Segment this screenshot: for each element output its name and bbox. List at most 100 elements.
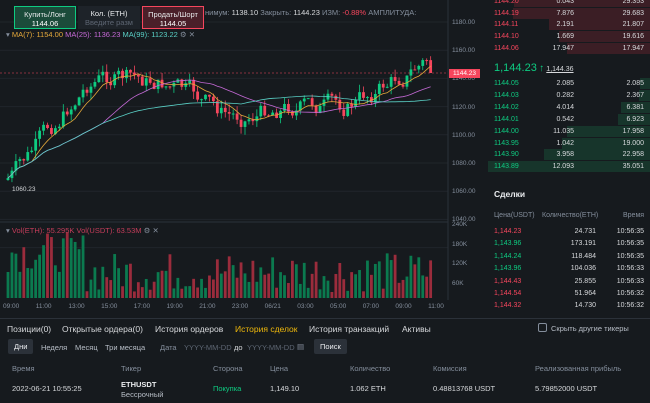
volume-bar (298, 283, 302, 298)
hide-tickers-checkbox[interactable] (538, 323, 547, 332)
tab-0[interactable]: Позиции(0) (7, 324, 52, 334)
qty-input-box[interactable]: Кол. (ETH) Введите разм (78, 6, 140, 29)
candle-body (235, 113, 239, 120)
ask-row[interactable]: 1144.19 7.876 29.683 (488, 7, 650, 19)
candle-body (219, 107, 223, 114)
ask-qty: 2.191 (556, 21, 574, 29)
filter-2[interactable]: Месяц (75, 343, 98, 352)
trade-row: 1,144.32 14.730 10:56:32 (488, 300, 650, 311)
volume-bar (223, 271, 227, 298)
volume-bar (358, 270, 361, 298)
bid-price: 1143.95 (494, 139, 519, 147)
bid-row[interactable]: 1143.90 3.958 22.958 (488, 149, 650, 161)
ma-line (7, 95, 431, 179)
candle-body (30, 150, 34, 153)
ask-row[interactable]: 1144.10 1.669 19.616 (488, 31, 650, 43)
volume-bar (255, 281, 259, 298)
chart-panel[interactable]: Купить/Лонг 1144.06 Кол. (ETH) Введите р… (0, 0, 480, 315)
filter-1[interactable]: Неделя (41, 343, 68, 352)
ask-row[interactable]: 1144.06 17.947 17.947 (488, 42, 650, 54)
qty-input[interactable]: Введите разм (85, 18, 133, 27)
bid-row[interactable]: 1144.00 11.035 17.958 (488, 125, 650, 137)
depth-bar (567, 125, 650, 137)
bid-total: 2.085 (626, 80, 644, 87)
candle-body (215, 101, 219, 114)
volume-bar (283, 275, 286, 298)
trade-pnl: 5.79852000 USDT (535, 384, 598, 393)
candle-body (208, 94, 211, 97)
bid-row[interactable]: 1144.03 0.282 2.367 (488, 89, 650, 101)
tab-1[interactable]: Открытые ордера(0) (62, 324, 143, 334)
column-header: Время (12, 364, 35, 373)
trades-col-price: Цена(USDT) (494, 212, 535, 219)
ask-total: 19.616 (622, 33, 644, 41)
trade-fee: 0.48813768 USDT (433, 384, 496, 393)
depth-bar (512, 7, 650, 19)
ticker-info: нимум: 1138.10 Закрыть: 1144.23 ИЗМ: -0.… (205, 8, 416, 17)
candle-body (73, 105, 77, 110)
time-tick: 07:00 (362, 303, 379, 310)
tab-3[interactable]: История сделок (235, 324, 298, 334)
filter-3[interactable]: Три месяца (105, 343, 146, 352)
candle-body (306, 98, 310, 100)
sell-short-button[interactable]: Продать/Шорт 1144.05 (142, 6, 204, 29)
candle-body (69, 109, 73, 115)
candle-body (105, 71, 109, 83)
calendar-icon[interactable]: ▤ (297, 342, 305, 351)
ask-row[interactable]: 1144.11 2.191 21.807 (488, 19, 650, 31)
buy-price: 1144.06 (31, 19, 59, 28)
bid-row[interactable]: 1143.89 12.093 35.051 (488, 161, 650, 173)
volume-bar (373, 263, 377, 298)
volume-bar (267, 273, 271, 298)
bid-total: 6.381 (626, 103, 644, 111)
candle-body (38, 130, 41, 139)
volume-bar (50, 237, 53, 298)
settings-icon[interactable]: ⚙ (143, 226, 151, 235)
candle-body (140, 76, 144, 86)
trade-time: 10:56:32 (616, 290, 644, 297)
column-header: Количество (350, 364, 391, 373)
candle-body (18, 159, 22, 162)
candle-body (121, 70, 124, 79)
trade-time: 10:56:35 (616, 252, 644, 260)
filter-0[interactable]: Дни (8, 339, 34, 354)
collapse-icon[interactable]: ▾ (6, 30, 10, 39)
close-value: 1144.23 (293, 8, 320, 17)
close-icon[interactable]: ✕ (152, 226, 159, 235)
volume-bar (322, 276, 326, 298)
volume-bar (275, 287, 278, 298)
candle-body (152, 82, 156, 90)
collapse-icon[interactable]: ▾ (6, 226, 10, 235)
volume-bar (61, 238, 65, 298)
tab-2[interactable]: История ордеров (155, 324, 224, 334)
time-tick: 13:00 (68, 303, 85, 310)
min-label: нимум: (205, 8, 230, 17)
tab-4[interactable]: История транзакций (309, 324, 390, 334)
search-button[interactable]: Поиск (314, 339, 347, 354)
candlestick-chart[interactable] (0, 0, 480, 315)
bottom-panel: Позиции(0) Открытые ордера(0) История орде… (0, 318, 650, 403)
bid-total: 17.958 (622, 127, 644, 135)
date-to-input[interactable]: YYYY-MM-DD (247, 343, 295, 352)
trade-ticker[interactable]: ETHUSDT (121, 380, 157, 389)
bid-row[interactable]: 1144.05 2.085 2.085 (488, 78, 650, 89)
mark-price[interactable]: 1,144.36 (546, 66, 574, 73)
ask-row[interactable]: 1144.20 0.043 29.353 (488, 0, 650, 7)
candle-body (144, 78, 148, 86)
trade-time: 10:56:35 (616, 240, 644, 248)
close-icon[interactable]: ✕ (188, 30, 196, 39)
buy-long-button[interactable]: Купить/Лонг 1144.06 (14, 6, 76, 29)
bid-row[interactable]: 1143.95 1.042 19.000 (488, 137, 650, 149)
bid-row[interactable]: 1144.02 4.014 6.381 (488, 101, 650, 113)
settings-icon[interactable]: ⚙ (179, 30, 187, 39)
date-from-input[interactable]: YYYY-MM-DD (184, 343, 232, 352)
volume-bar (243, 273, 247, 298)
depth-bar (562, 137, 650, 149)
column-header: Сторона (213, 364, 243, 373)
depth-bar (488, 161, 650, 173)
bid-price: 1144.05 (494, 80, 519, 87)
price-tick: 1180.00 (452, 19, 476, 26)
bid-row[interactable]: 1144.01 0.542 6.923 (488, 113, 650, 125)
volume-bar (389, 260, 393, 298)
tab-5[interactable]: Активы (402, 324, 431, 334)
